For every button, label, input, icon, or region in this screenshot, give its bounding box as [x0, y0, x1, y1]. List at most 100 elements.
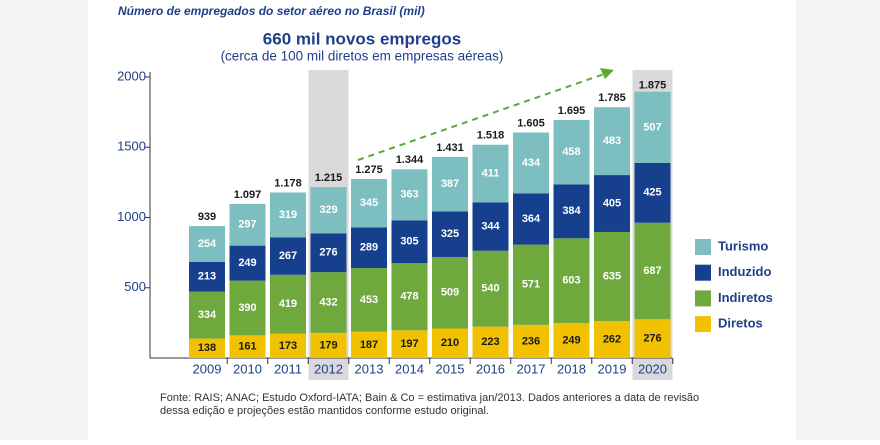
segment-label: 540 — [481, 283, 499, 295]
footnote: dessa edição e projeções estão mantidos … — [160, 405, 489, 417]
x-tick-label: 2012 — [314, 361, 343, 376]
total-label: 1.215 — [315, 172, 343, 184]
segment-label: 344 — [481, 221, 500, 233]
segment-label: 405 — [603, 197, 621, 209]
bar-segment — [594, 175, 630, 232]
segment-label: 425 — [643, 187, 661, 199]
bar-segment — [270, 192, 306, 238]
legend-swatch — [695, 264, 711, 281]
bar-segment — [553, 119, 590, 185]
bar-segment — [310, 272, 347, 333]
segment-label: 289 — [360, 242, 378, 254]
y-tick-label: 1000 — [117, 209, 146, 224]
legend-swatch — [695, 316, 711, 333]
segment-label: 213 — [198, 271, 216, 283]
bar-segment — [472, 144, 509, 203]
segment-label: 432 — [319, 296, 337, 308]
segment-label: 179 — [319, 339, 337, 351]
segment-label: 635 — [603, 270, 621, 282]
bar-segment — [310, 233, 347, 273]
bar-segment — [391, 263, 428, 331]
segment-label: 249 — [562, 334, 580, 346]
segment-label: 325 — [441, 228, 459, 240]
bar-segment — [472, 202, 509, 251]
bar-segment — [553, 323, 590, 358]
total-label: 1.178 — [274, 177, 302, 189]
segment-label: 384 — [562, 205, 581, 217]
bar-segment — [229, 203, 266, 246]
y-tick-label: 500 — [124, 279, 146, 294]
segment-label: 507 — [643, 121, 661, 133]
bar-segment — [229, 245, 266, 281]
segment-label: 297 — [238, 219, 256, 231]
x-tick-label: 2014 — [395, 361, 424, 376]
bar-segment — [594, 321, 630, 358]
bar-segment — [513, 132, 549, 194]
bar-segment — [229, 335, 266, 358]
bar-segment — [351, 227, 387, 269]
total-label: 1.344 — [396, 154, 424, 166]
x-tick-label: 2013 — [355, 361, 384, 376]
chart-subtitle: (cerca de 100 mil diretos em empresas aé… — [221, 49, 504, 64]
bar-segment — [432, 211, 468, 257]
segment-label: 276 — [643, 333, 661, 345]
legend-label: Indiretos — [718, 290, 773, 305]
legend-swatch — [695, 290, 711, 307]
chart-title: 660 mil novos empregos — [263, 29, 461, 48]
segment-label: 411 — [482, 168, 500, 180]
legend-swatch — [695, 239, 711, 255]
segment-label: 276 — [319, 247, 337, 259]
bar-segment — [270, 333, 306, 358]
x-tick-label: 2016 — [476, 361, 505, 376]
x-tick-label: 2019 — [598, 361, 627, 376]
bar-segment — [513, 324, 549, 358]
total-label: 1.275 — [355, 164, 383, 176]
segment-label: 434 — [522, 157, 541, 169]
bar-segment — [634, 91, 671, 163]
bar-segment — [189, 261, 225, 292]
segment-label: 483 — [603, 135, 621, 147]
segment-label: 197 — [400, 338, 418, 350]
bar-segment — [391, 169, 428, 221]
bar-segment — [513, 193, 549, 245]
bar-segment — [351, 268, 387, 332]
bar-segment — [634, 162, 671, 223]
segment-label: 419 — [279, 298, 297, 310]
segment-label: 254 — [198, 238, 217, 250]
bar-segment — [513, 244, 549, 325]
x-tick-label: 2015 — [436, 361, 465, 376]
bar-segment — [310, 332, 347, 358]
y-tick-label: 2000 — [117, 68, 146, 83]
bar-segment — [553, 184, 590, 239]
bar-segment — [351, 331, 387, 358]
bar-segment — [189, 338, 225, 358]
y-tick-label: 1500 — [117, 139, 146, 154]
segment-label: 267 — [279, 250, 297, 262]
bar-segment — [594, 107, 630, 176]
segment-label: 236 — [522, 335, 540, 347]
bar-segment — [391, 220, 428, 264]
total-label: 1.431 — [436, 142, 464, 154]
bar-segment — [634, 222, 671, 320]
segment-label: 509 — [441, 287, 459, 299]
segment-label: 329 — [319, 204, 337, 216]
total-label: 1.605 — [517, 117, 545, 129]
total-label: 1.097 — [234, 189, 262, 201]
segment-label: 249 — [238, 257, 256, 269]
segment-label: 173 — [279, 340, 297, 352]
segment-label: 363 — [400, 189, 418, 201]
x-tick-label: 2011 — [274, 361, 302, 376]
bar-segment — [553, 238, 590, 324]
x-tick-label: 2018 — [557, 361, 586, 376]
segment-label: 210 — [441, 337, 459, 349]
segment-label: 161 — [238, 341, 256, 353]
total-label: 939 — [198, 211, 216, 223]
bar-segment — [229, 280, 266, 336]
legend-label: Induzido — [718, 264, 771, 279]
header: Número de empregados do setor aéreo no B… — [118, 4, 425, 18]
segment-label: 387 — [441, 178, 459, 190]
total-label: 1.785 — [598, 92, 626, 104]
segment-label: 223 — [481, 336, 499, 348]
segment-label: 603 — [562, 275, 580, 287]
segment-label: 687 — [643, 265, 661, 277]
